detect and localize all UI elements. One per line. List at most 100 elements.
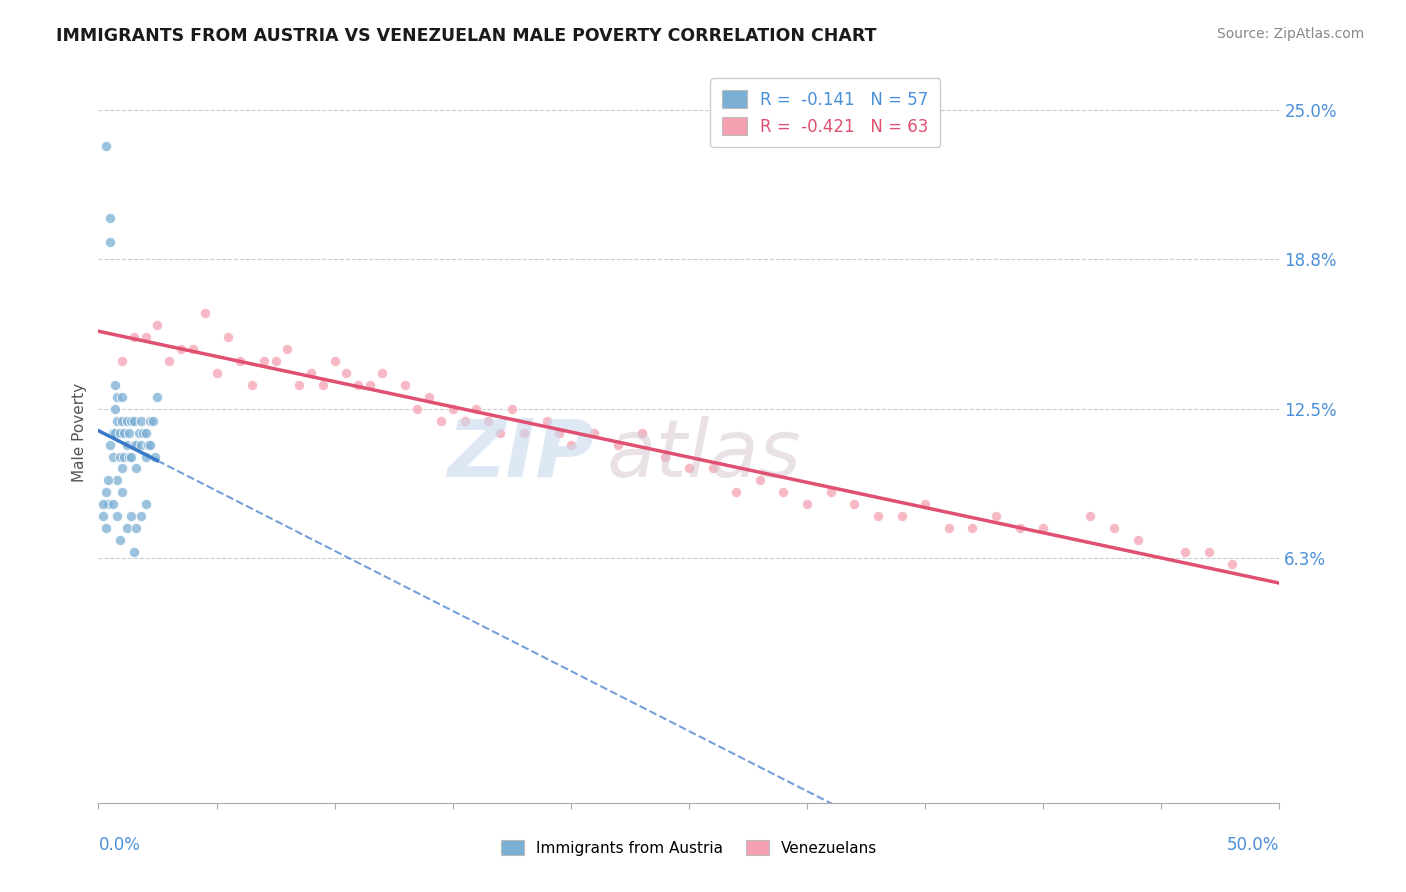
Point xyxy=(702,461,724,475)
Point xyxy=(125,437,148,451)
Point xyxy=(890,509,912,524)
Point xyxy=(725,485,748,500)
Point xyxy=(418,390,440,404)
Point xyxy=(111,390,134,404)
Point xyxy=(288,377,311,392)
Point xyxy=(181,342,204,356)
Point xyxy=(583,425,606,440)
Text: Source: ZipAtlas.com: Source: ZipAtlas.com xyxy=(1216,27,1364,41)
Point xyxy=(299,366,322,380)
Point xyxy=(94,139,117,153)
Point xyxy=(820,485,842,500)
Point xyxy=(312,377,335,392)
Point xyxy=(111,485,134,500)
Point xyxy=(264,354,287,368)
Point xyxy=(844,497,866,511)
Point xyxy=(1174,545,1197,559)
Point xyxy=(139,414,162,428)
Point xyxy=(1102,521,1125,535)
Point xyxy=(125,521,148,535)
Point xyxy=(115,437,138,451)
Point xyxy=(1220,557,1243,571)
Point xyxy=(104,377,127,392)
Point xyxy=(1198,545,1220,559)
Point xyxy=(1080,509,1102,524)
Point xyxy=(91,497,114,511)
Point xyxy=(477,414,499,428)
Point xyxy=(678,461,700,475)
Point xyxy=(394,377,416,392)
Point xyxy=(132,425,155,440)
Text: 50.0%: 50.0% xyxy=(1227,836,1279,855)
Point xyxy=(105,474,128,488)
Point xyxy=(98,211,121,225)
Point xyxy=(108,425,131,440)
Point xyxy=(125,461,148,475)
Point xyxy=(122,414,145,428)
Y-axis label: Male Poverty: Male Poverty xyxy=(72,383,87,483)
Point xyxy=(135,497,157,511)
Point xyxy=(371,366,394,380)
Point xyxy=(406,401,429,416)
Point xyxy=(122,545,145,559)
Point xyxy=(94,521,117,535)
Point xyxy=(104,401,127,416)
Point xyxy=(146,390,169,404)
Point xyxy=(135,450,157,464)
Point xyxy=(98,437,121,451)
Text: ZIP: ZIP xyxy=(447,416,595,494)
Point xyxy=(128,425,150,440)
Point xyxy=(796,497,818,511)
Point xyxy=(170,342,193,356)
Point xyxy=(240,377,263,392)
Point xyxy=(489,425,512,440)
Point xyxy=(98,235,121,249)
Point xyxy=(112,425,135,440)
Point xyxy=(101,497,124,511)
Text: 0.0%: 0.0% xyxy=(98,836,141,855)
Legend: Immigrants from Austria, Venezuelans: Immigrants from Austria, Venezuelans xyxy=(495,834,883,862)
Point xyxy=(205,366,228,380)
Point xyxy=(105,414,128,428)
Point xyxy=(748,474,770,488)
Text: atlas: atlas xyxy=(606,416,801,494)
Point xyxy=(122,437,145,451)
Point xyxy=(512,425,534,440)
Point xyxy=(118,425,141,440)
Point xyxy=(146,318,169,333)
Point xyxy=(111,414,134,428)
Point xyxy=(91,509,114,524)
Point xyxy=(121,509,143,524)
Point xyxy=(111,354,134,368)
Point xyxy=(122,330,145,344)
Point xyxy=(217,330,239,344)
Point xyxy=(105,390,128,404)
Point xyxy=(866,509,889,524)
Point xyxy=(121,414,143,428)
Point xyxy=(136,437,159,451)
Point xyxy=(135,330,157,344)
Point xyxy=(157,354,180,368)
Point xyxy=(962,521,984,535)
Point xyxy=(465,401,488,416)
Point xyxy=(229,354,252,368)
Point xyxy=(143,450,166,464)
Point xyxy=(194,306,217,320)
Point xyxy=(129,509,152,524)
Point xyxy=(453,414,475,428)
Point xyxy=(430,414,453,428)
Point xyxy=(129,437,152,451)
Point xyxy=(139,437,162,451)
Point xyxy=(938,521,960,535)
Point xyxy=(112,450,135,464)
Point xyxy=(108,450,131,464)
Point xyxy=(94,485,117,500)
Point xyxy=(115,414,138,428)
Point xyxy=(347,377,370,392)
Point xyxy=(97,474,120,488)
Text: IMMIGRANTS FROM AUSTRIA VS VENEZUELAN MALE POVERTY CORRELATION CHART: IMMIGRANTS FROM AUSTRIA VS VENEZUELAN MA… xyxy=(56,27,877,45)
Point xyxy=(101,425,124,440)
Point xyxy=(118,450,141,464)
Point xyxy=(772,485,794,500)
Point xyxy=(323,354,346,368)
